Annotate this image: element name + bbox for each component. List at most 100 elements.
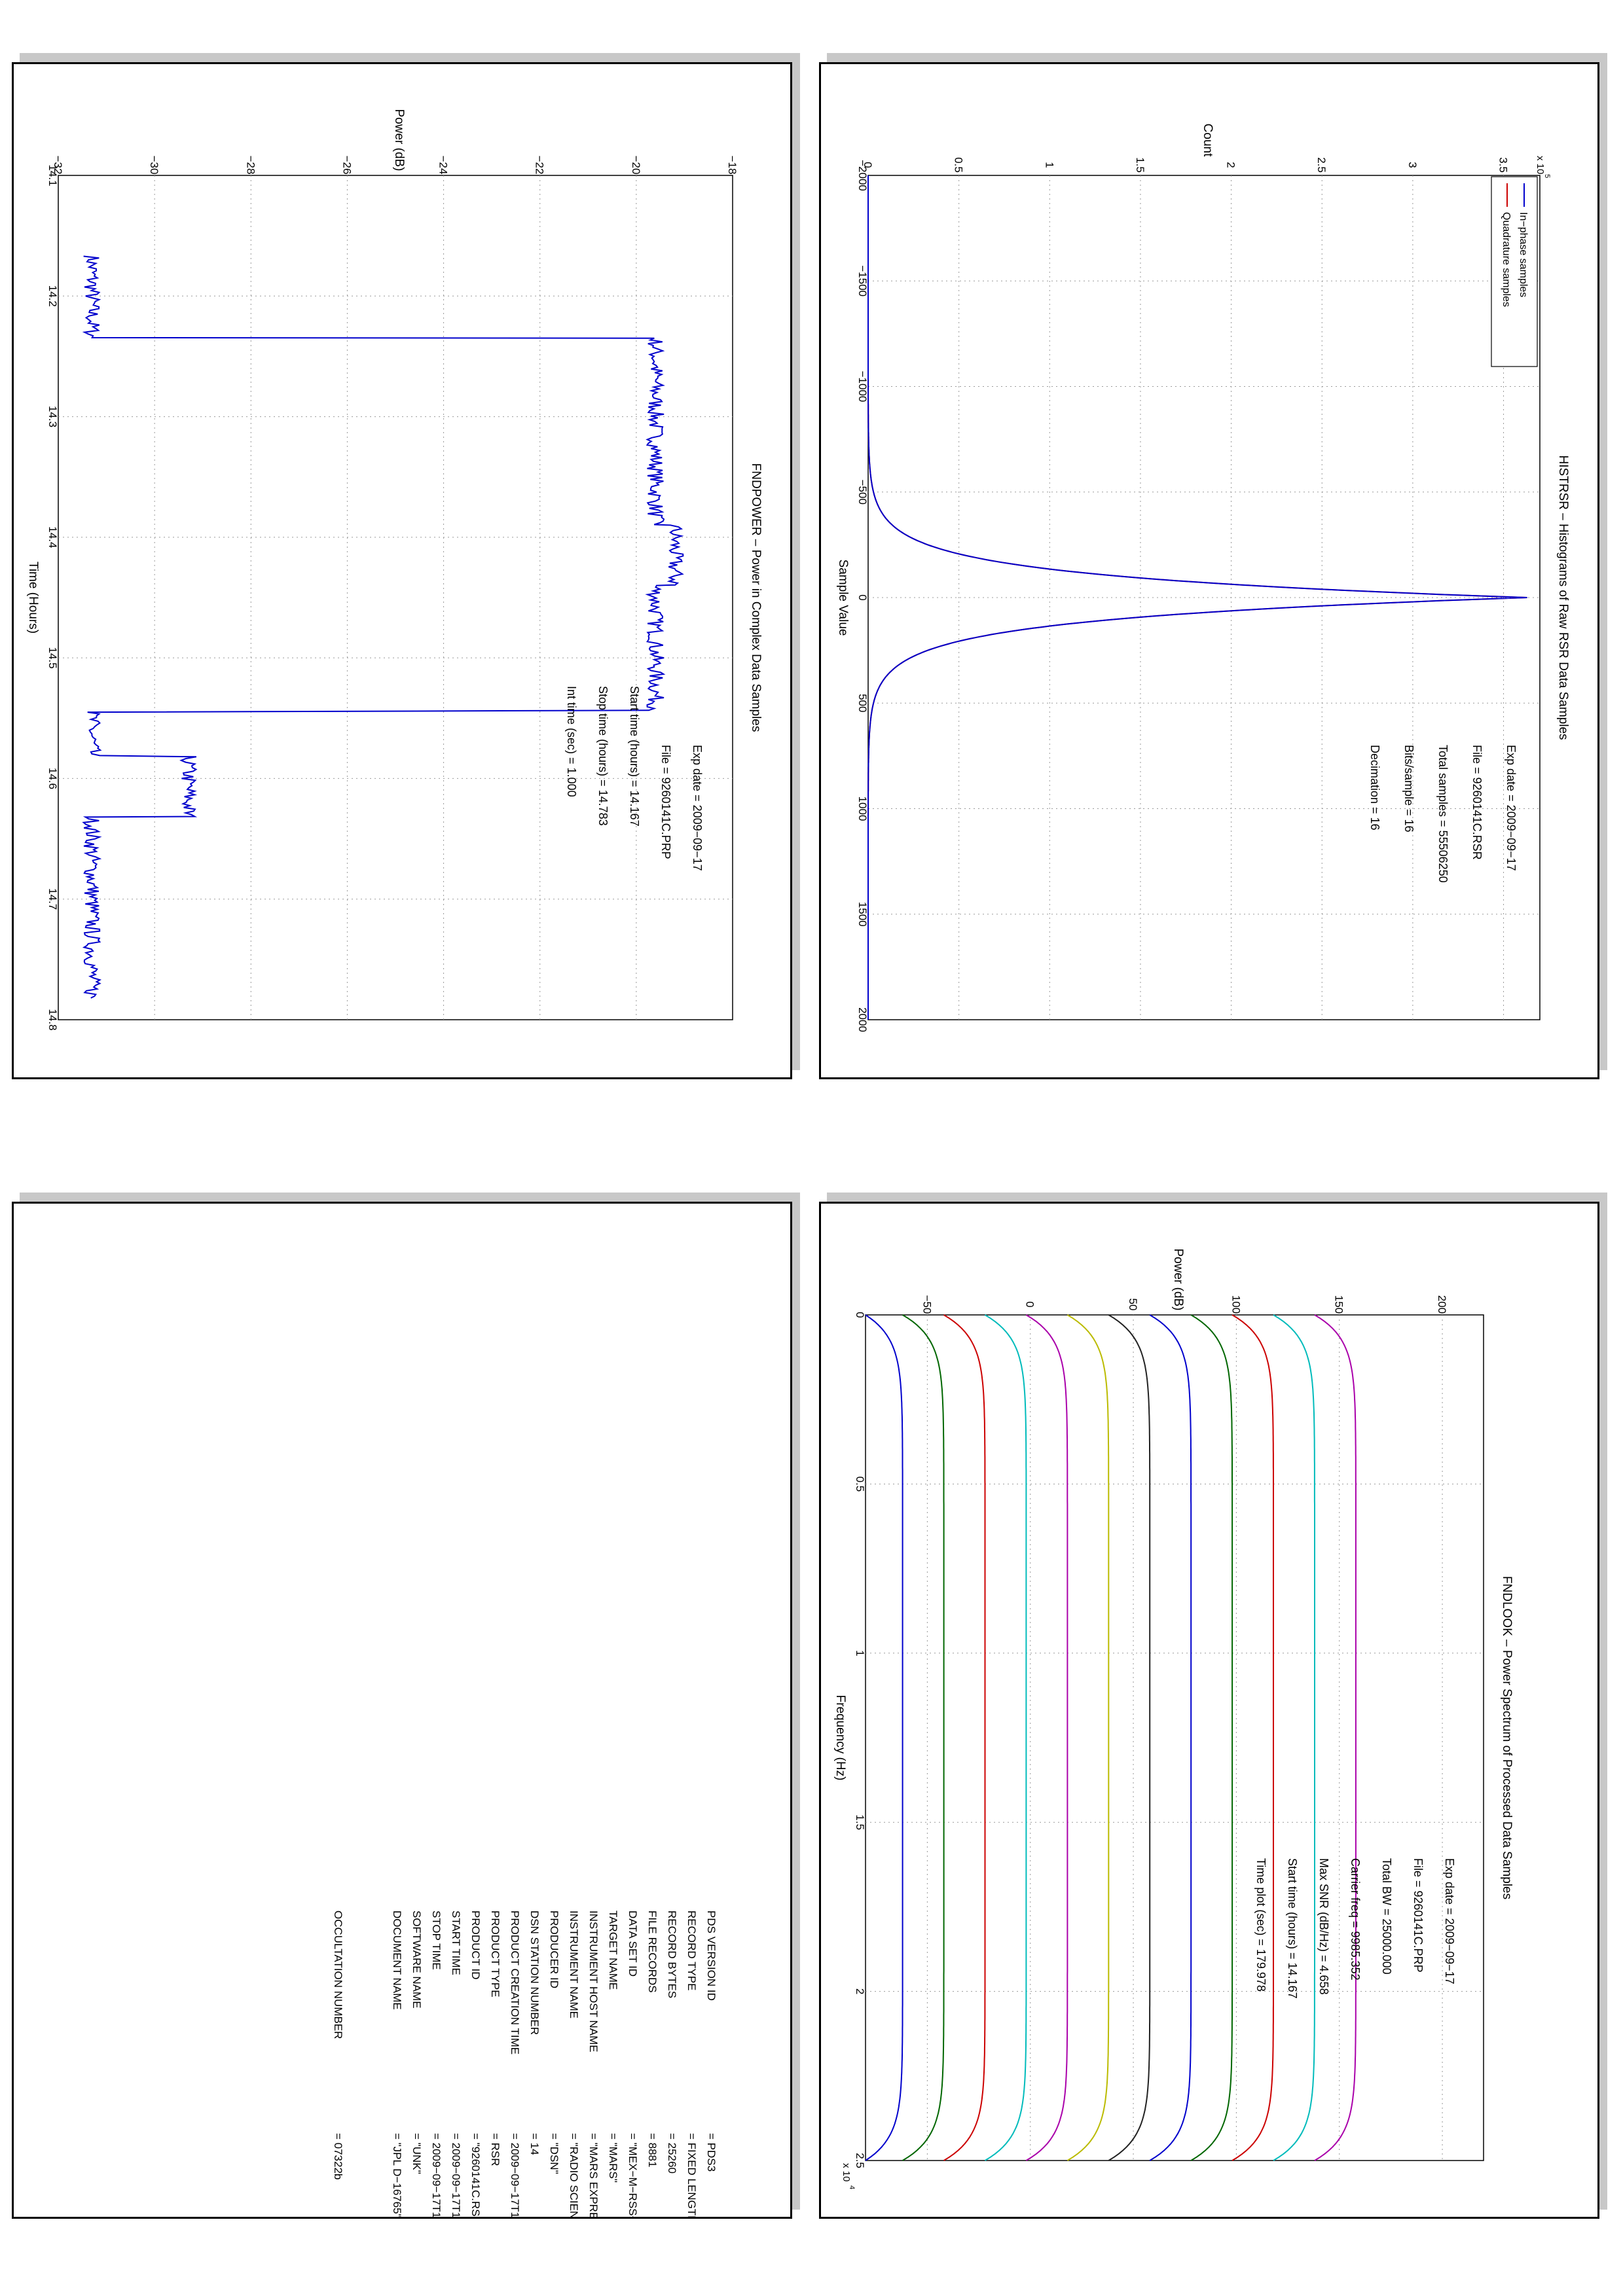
y-tick-label: −30 <box>148 156 160 175</box>
y-tick-label: −50 <box>921 1295 933 1314</box>
legend-box <box>1491 176 1538 367</box>
table-key: START TIME <box>450 1910 462 1975</box>
spectrum-trace-line <box>1314 1314 1357 2161</box>
x-axis-label: Frequency (Hz) <box>833 1695 847 1781</box>
x-tick-label: 1500 <box>856 902 869 927</box>
y-multiplier-exp: 5 <box>1543 174 1551 178</box>
y-axis-label: Count <box>1201 124 1214 157</box>
table-value: = "UNK" <box>410 2133 423 2174</box>
y-multiplier: x 10 <box>1535 156 1546 174</box>
y-tick-label: 3.5 <box>1497 157 1510 173</box>
x-tick-label: 0 <box>856 594 869 600</box>
x-tick-label: 14.5 <box>46 647 59 669</box>
fndlook-chart: 0 0.5 1 1.5 2 2.5 −50 0 50 100 150 200 Frequency (Hz… <box>833 1248 1514 2189</box>
annotation-text: Decimation = 16 <box>1368 745 1381 831</box>
x-tick-label: 14.1 <box>46 164 59 186</box>
label-table-panel: PDS VERSION ID = PDS3 RECORD TYPE = FIXED L… <box>12 1202 792 2219</box>
x-tick-label: 1 <box>854 1650 866 1656</box>
x-tick-label: 500 <box>856 694 869 712</box>
annotation-text: Total samples = 55506250 <box>1436 745 1450 883</box>
y-tick-label: −22 <box>534 156 546 175</box>
x-tick-label: 2.5 <box>854 2153 866 2168</box>
x-tick-label: 14.7 <box>46 888 59 910</box>
table-value: = "MARS" <box>607 2133 619 2183</box>
table-key: RECORD BYTES <box>666 1910 678 1998</box>
annotation-text: Int time (sec) = 1.000 <box>565 686 578 797</box>
y-tick-label: 1.5 <box>1134 157 1146 173</box>
table-value: = "MARS EXPRESS" <box>587 2133 600 2217</box>
x-tick-label: 14.8 <box>46 1009 59 1030</box>
y-tick-label: −26 <box>340 156 353 175</box>
inphase-series-line <box>867 175 1527 1020</box>
label-table: PDS VERSION ID = PDS3 RECORD TYPE = FIXED L… <box>332 1910 718 2217</box>
table-key: INSTRUMENT HOST NAME <box>587 1910 600 2053</box>
table-value: = 25260 <box>666 2133 678 2174</box>
table-value: = 07322b <box>332 2133 344 2179</box>
table-key: INSTRUMENT NAME <box>568 1910 580 2018</box>
annotation-text: Bits/sample = 16 <box>1402 745 1415 833</box>
y-tick-label: 3 <box>1406 162 1419 168</box>
x-tick-label: 2000 <box>856 1007 869 1032</box>
histrsr-panel: −2000 −1500 −1000 −500 0 500 1000 1500 2000 0 0.5 1… <box>819 62 1599 1079</box>
table-key: PRODUCT CREATION TIME <box>509 1910 521 2054</box>
plot-frame <box>865 1314 1484 2161</box>
legend-entry: Quadrature samples <box>1501 212 1512 307</box>
table-key: DSN STATION NUMBER <box>528 1910 541 2035</box>
table-value: = PDS3 <box>705 2133 718 2172</box>
plot-frame <box>58 175 733 1020</box>
table-value: = "MEX−M−RSS−1−ENT−V1.0" <box>627 2133 639 2217</box>
table-value: = "DSN" <box>548 2133 560 2174</box>
y-tick-label: 100 <box>1230 1295 1242 1314</box>
x-tick-label: −1500 <box>856 265 869 296</box>
y-tick-label: −28 <box>244 156 257 175</box>
annotation-text: Start time (hours) = 14.167 <box>1286 1858 1299 1999</box>
x-axis-label: Time (Hours) <box>26 562 40 634</box>
x-tick-label: 14.3 <box>46 406 59 427</box>
y-tick-label: 0.5 <box>953 157 965 173</box>
table-key: STOP TIME <box>430 1910 443 1970</box>
table-value: = "RADIO SCIENCE SUBSYSTEM" <box>568 2133 580 2217</box>
spectrum-trace-line <box>1273 1314 1315 2161</box>
annotation-text: Stop time (hours) = 14.783 <box>596 686 610 826</box>
y-tick-label: −24 <box>437 156 450 175</box>
spectrum-trace-line <box>1067 1314 1110 2161</box>
table-key: DOCUMENT NAME <box>391 1910 403 2010</box>
table-key: PRODUCT ID <box>469 1910 482 1979</box>
table-value: = 14 <box>528 2133 541 2155</box>
fndlook-panel: 0 0.5 1 1.5 2 2.5 −50 0 50 100 150 200 Frequency (Hz… <box>819 1202 1599 2219</box>
table-value: = RSR <box>489 2133 501 2166</box>
annotation-text: File = 9260141C.PRP <box>1412 1858 1425 1973</box>
table-key: RECORD TYPE <box>685 1910 698 1991</box>
table-key: TARGET NAME <box>607 1910 619 1990</box>
annotation-text: File = 9260141C.PRP <box>659 745 672 859</box>
spectrum-trace-line <box>1190 1314 1233 2161</box>
y-axis-label: Power (dB) <box>392 109 406 171</box>
table-value: = "JPL D−16765" <box>391 2133 403 2217</box>
x-tick-label: −500 <box>856 480 869 505</box>
annotation-text: Max SNR (dB/Hz) = 4.658 <box>1317 1858 1330 1995</box>
table-key: OCCULTATION NUMBER <box>332 1910 344 2039</box>
fndpower-panel: 14.1 14.2 14.3 14.4 14.5 14.6 14.7 14.8 −32 −30 −2… <box>12 62 792 1079</box>
y-tick-label: 50 <box>1127 1299 1139 1311</box>
table-value: = 8881 <box>646 2133 659 2167</box>
x-tick-label: −1000 <box>856 371 869 403</box>
annotation-text: Carrier freq = 9985.352 <box>1349 1858 1362 1981</box>
x-tick-label: 0.5 <box>854 1477 866 1492</box>
table-key: PDS VERSION ID <box>705 1910 718 2001</box>
spectrum-trace-line <box>943 1314 986 2161</box>
y-tick-label: 200 <box>1436 1295 1448 1314</box>
table-key: DATA SET ID <box>627 1910 639 1977</box>
table-value: = 2009−09−17T14:10:00 <box>450 2133 462 2217</box>
x-tick-label: 14.6 <box>46 768 59 789</box>
x-multiplier-exp: 4 <box>848 2185 856 2189</box>
table-key: SOFTWARE NAME <box>410 1910 423 2009</box>
spectrum-trace-line <box>1231 1314 1274 2161</box>
y-tick-label: −32 <box>52 156 64 175</box>
y-tick-label: 0 <box>862 162 874 168</box>
power-series-line <box>82 255 684 999</box>
annotation-text: Exp date = 2009−09−17 <box>1504 745 1518 871</box>
table-key: FILE RECORDS <box>646 1910 659 1993</box>
y-tick-label: 2.5 <box>1315 157 1328 173</box>
table-value: = 2009−09−17T14:47:00 <box>509 2133 521 2217</box>
annotation-text: Exp date = 2009−09−17 <box>1443 1858 1456 1984</box>
